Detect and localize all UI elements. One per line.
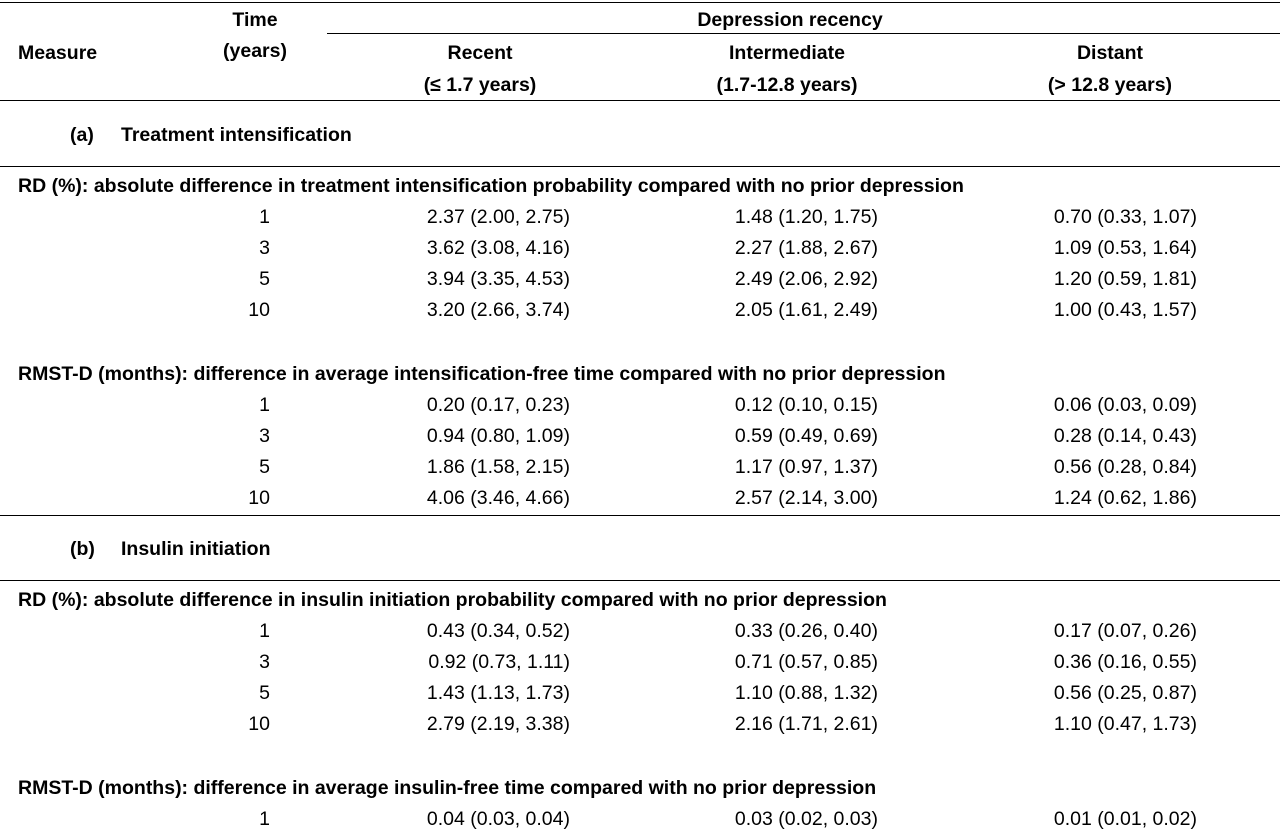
table-top-rule: [0, 2, 1280, 3]
header-bottom-rule: [0, 100, 1280, 101]
intermediate-cell: 1.10 (0.88, 1.32): [734, 682, 878, 704]
header-group-rule: [327, 33, 1280, 34]
distant-cell: 0.70 (0.33, 1.07): [1053, 206, 1197, 228]
recent-cell: 0.92 (0.73, 1.11): [428, 651, 570, 673]
time-cell: 5: [259, 456, 270, 478]
header-distant: Distant: [1076, 42, 1144, 64]
time-cell: 10: [248, 713, 270, 735]
distant-cell: 1.09 (0.53, 1.64): [1053, 237, 1197, 259]
distant-cell: 0.01 (0.01, 0.02): [1053, 808, 1197, 830]
header-measure: Measure: [18, 42, 98, 64]
section-b-letter: (b): [70, 538, 95, 560]
distant-cell: 0.56 (0.25, 0.87): [1053, 682, 1197, 704]
distant-cell: 1.20 (0.59, 1.81): [1053, 268, 1197, 290]
block-heading: RD (%): absolute difference in treatment…: [18, 175, 964, 197]
time-cell: 1: [259, 206, 270, 228]
intermediate-cell: 0.03 (0.02, 0.03): [734, 808, 878, 830]
distant-cell: 1.00 (0.43, 1.57): [1053, 299, 1197, 321]
header-time-line1: Time: [232, 9, 278, 31]
distant-cell: 1.24 (0.62, 1.86): [1053, 487, 1197, 509]
intermediate-cell: 1.17 (0.97, 1.37): [734, 456, 878, 478]
time-cell: 1: [259, 808, 270, 830]
time-cell: 5: [259, 268, 270, 290]
intermediate-cell: 2.05 (1.61, 2.49): [734, 299, 878, 321]
intermediate-cell: 1.48 (1.20, 1.75): [734, 206, 878, 228]
distant-cell: 1.10 (0.47, 1.73): [1053, 713, 1197, 735]
time-cell: 10: [248, 299, 270, 321]
time-cell: 1: [259, 620, 270, 642]
recent-cell: 0.20 (0.17, 0.23): [426, 394, 570, 416]
section-b-title: Insulin initiation: [121, 538, 271, 560]
section-a-letter: (a): [70, 124, 94, 146]
recent-cell: 2.79 (2.19, 3.38): [426, 713, 570, 735]
header-distant-range: (> 12.8 years): [1047, 74, 1173, 96]
recent-cell: 3.62 (3.08, 4.16): [426, 237, 570, 259]
intermediate-cell: 0.59 (0.49, 0.69): [734, 425, 878, 447]
block-heading: RMST-D (months): difference in average i…: [18, 363, 946, 385]
recent-cell: 3.94 (3.35, 4.53): [426, 268, 570, 290]
time-cell: 10: [248, 487, 270, 509]
recent-cell: 0.43 (0.34, 0.52): [426, 620, 570, 642]
distant-cell: 0.36 (0.16, 0.55): [1053, 651, 1197, 673]
time-cell: 3: [259, 425, 270, 447]
recent-cell: 1.43 (1.13, 1.73): [426, 682, 570, 704]
intermediate-cell: 0.71 (0.57, 0.85): [734, 651, 878, 673]
block-heading: RMST-D (months): difference in average i…: [18, 777, 877, 799]
section-a-title: Treatment intensification: [121, 124, 352, 146]
time-cell: 3: [259, 237, 270, 259]
header-time-line2: (years): [223, 40, 287, 62]
distant-cell: 0.56 (0.28, 0.84): [1053, 456, 1197, 478]
distant-cell: 0.17 (0.07, 0.26): [1053, 620, 1197, 642]
intermediate-cell: 2.57 (2.14, 3.00): [734, 487, 878, 509]
recent-cell: 0.94 (0.80, 1.09): [426, 425, 570, 447]
recent-cell: 0.04 (0.03, 0.04): [426, 808, 570, 830]
header-intermediate: Intermediate: [729, 42, 845, 64]
block-heading: RD (%): absolute difference in insulin i…: [18, 589, 887, 611]
recent-cell: 3.20 (2.66, 3.74): [426, 299, 570, 321]
header-recent-range: (≤ 1.7 years): [423, 74, 537, 96]
recent-cell: 4.06 (3.46, 4.66): [426, 487, 570, 509]
intermediate-cell: 0.33 (0.26, 0.40): [734, 620, 878, 642]
section-b-rule: [0, 580, 1280, 581]
intermediate-cell: 2.49 (2.06, 2.92): [734, 268, 878, 290]
intermediate-cell: 0.12 (0.10, 0.15): [734, 394, 878, 416]
time-cell: 5: [259, 682, 270, 704]
time-cell: 1: [259, 394, 270, 416]
section-a-rule: [0, 166, 1280, 167]
distant-cell: 0.28 (0.14, 0.43): [1053, 425, 1197, 447]
section-divider-rule: [0, 515, 1280, 516]
distant-cell: 0.06 (0.03, 0.09): [1053, 394, 1197, 416]
header-depression-recency: Depression recency: [697, 9, 883, 31]
header-intermediate-range: (1.7-12.8 years): [716, 74, 858, 96]
intermediate-cell: 2.27 (1.88, 2.67): [734, 237, 878, 259]
recent-cell: 1.86 (1.58, 2.15): [426, 456, 570, 478]
header-recent: Recent: [447, 42, 513, 64]
time-cell: 3: [259, 651, 270, 673]
recent-cell: 2.37 (2.00, 2.75): [426, 206, 570, 228]
intermediate-cell: 2.16 (1.71, 2.61): [734, 713, 878, 735]
